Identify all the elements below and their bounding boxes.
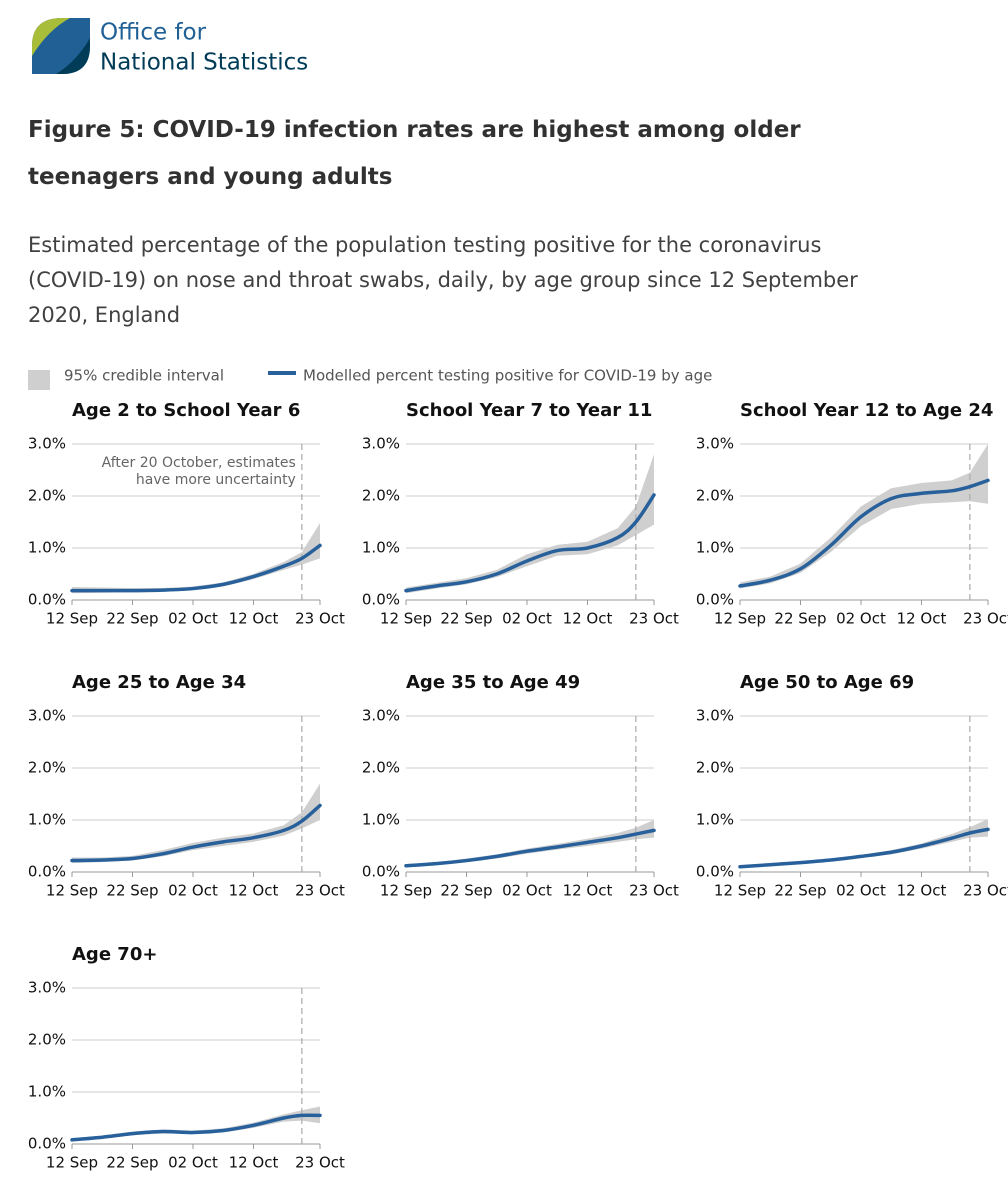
x-tick-label: 12 Sep bbox=[46, 1154, 98, 1172]
legend-label: 95% credible interval bbox=[64, 367, 224, 385]
x-tick-label: 02 Oct bbox=[502, 882, 552, 900]
x-tick-label: 12 Sep bbox=[46, 610, 98, 628]
y-tick-label: 2.0% bbox=[28, 759, 66, 777]
x-tick-label: 23 Oct bbox=[963, 610, 1008, 628]
x-tick-label: 23 Oct bbox=[295, 882, 345, 900]
y-tick-label: 0.0% bbox=[28, 591, 66, 609]
x-tick-label: 23 Oct bbox=[629, 610, 679, 628]
x-tick-label: 12 Oct bbox=[563, 882, 613, 900]
y-tick-label: 3.0% bbox=[696, 435, 734, 453]
chart-title: School Year 12 to Age 24 bbox=[740, 400, 993, 421]
x-tick-label: 12 Sep bbox=[380, 882, 432, 900]
y-tick-label: 0.0% bbox=[28, 1135, 66, 1153]
y-tick-label: 3.0% bbox=[28, 707, 66, 725]
x-tick-label: 23 Oct bbox=[295, 610, 345, 628]
y-tick-label: 2.0% bbox=[362, 487, 400, 505]
modelled-line bbox=[70, 1113, 322, 1142]
y-tick-label: 3.0% bbox=[362, 435, 400, 453]
x-tick-label: 02 Oct bbox=[836, 610, 886, 628]
annotation: have more uncertainty bbox=[136, 472, 296, 488]
x-tick-label: 02 Oct bbox=[502, 610, 552, 628]
x-tick-label: 22 Sep bbox=[440, 882, 492, 900]
y-tick-label: 2.0% bbox=[28, 1031, 66, 1049]
x-tick-label: 12 Sep bbox=[46, 882, 98, 900]
y-tick-label: 0.0% bbox=[28, 863, 66, 881]
legend-swatch bbox=[28, 370, 50, 390]
x-tick-label: 22 Sep bbox=[106, 1154, 158, 1172]
y-tick-label: 0.0% bbox=[696, 591, 734, 609]
chart-title: Age 35 to Age 49 bbox=[406, 672, 580, 693]
y-tick-label: 1.0% bbox=[28, 811, 66, 829]
modelled-line bbox=[738, 827, 990, 869]
credible-interval bbox=[406, 454, 654, 594]
modelled-line bbox=[738, 478, 990, 588]
credible-interval bbox=[406, 820, 654, 867]
x-tick-label: 02 Oct bbox=[168, 610, 218, 628]
annotation: After 20 October, estimates bbox=[102, 455, 296, 471]
x-tick-label: 12 Oct bbox=[229, 882, 279, 900]
y-tick-label: 3.0% bbox=[28, 435, 66, 453]
y-tick-label: 0.0% bbox=[362, 591, 400, 609]
x-tick-label: 23 Oct bbox=[963, 882, 1008, 900]
x-tick-label: 12 Sep bbox=[714, 882, 766, 900]
y-tick-label: 1.0% bbox=[362, 539, 400, 557]
logo-text: Office for bbox=[100, 20, 207, 46]
subtitle: Estimated percentage of the population t… bbox=[28, 233, 858, 327]
x-tick-label: 12 Oct bbox=[897, 882, 947, 900]
x-tick-label: 12 Oct bbox=[897, 610, 947, 628]
credible-interval bbox=[72, 523, 320, 594]
x-tick-label: 12 Sep bbox=[380, 610, 432, 628]
y-tick-label: 3.0% bbox=[362, 707, 400, 725]
x-tick-label: 12 Oct bbox=[229, 610, 279, 628]
y-tick-label: 1.0% bbox=[696, 539, 734, 557]
x-tick-label: 02 Oct bbox=[836, 882, 886, 900]
y-tick-label: 3.0% bbox=[696, 707, 734, 725]
x-tick-label: 22 Sep bbox=[440, 610, 492, 628]
x-tick-label: 22 Sep bbox=[106, 882, 158, 900]
modelled-line bbox=[70, 803, 322, 863]
x-tick-label: 22 Sep bbox=[774, 882, 826, 900]
modelled-line bbox=[404, 493, 656, 593]
modelled-line bbox=[70, 543, 322, 593]
figure-title: teenagers and young adults bbox=[28, 164, 393, 190]
chart-title: Age 25 to Age 34 bbox=[72, 672, 246, 693]
logo-shade bbox=[56, 38, 90, 74]
y-tick-label: 1.0% bbox=[28, 539, 66, 557]
x-tick-label: 23 Oct bbox=[295, 1154, 345, 1172]
x-tick-label: 02 Oct bbox=[168, 1154, 218, 1172]
y-tick-label: 0.0% bbox=[362, 863, 400, 881]
x-tick-label: 12 Sep bbox=[714, 610, 766, 628]
x-tick-label: 02 Oct bbox=[168, 882, 218, 900]
chart-title: School Year 7 to Year 11 bbox=[406, 400, 652, 421]
credible-interval bbox=[740, 818, 988, 868]
y-tick-label: 1.0% bbox=[28, 1083, 66, 1101]
x-tick-label: 12 Oct bbox=[229, 1154, 279, 1172]
modelled-line bbox=[404, 828, 656, 868]
y-tick-label: 2.0% bbox=[28, 487, 66, 505]
chart-title: Age 50 to Age 69 bbox=[740, 672, 914, 693]
chart-title: Age 2 to School Year 6 bbox=[72, 400, 300, 421]
chart-title: Age 70+ bbox=[72, 944, 157, 965]
x-tick-label: 23 Oct bbox=[629, 882, 679, 900]
y-tick-label: 1.0% bbox=[362, 811, 400, 829]
figure-title: Figure 5: COVID-19 infection rates are h… bbox=[28, 117, 801, 143]
y-tick-label: 2.0% bbox=[696, 487, 734, 505]
logo-text: National Statistics bbox=[100, 50, 308, 76]
y-tick-label: 2.0% bbox=[696, 759, 734, 777]
y-tick-label: 3.0% bbox=[28, 979, 66, 997]
legend-label: Modelled percent testing positive for CO… bbox=[303, 367, 712, 385]
y-tick-label: 2.0% bbox=[362, 759, 400, 777]
x-tick-label: 22 Sep bbox=[106, 610, 158, 628]
credible-interval bbox=[72, 783, 320, 864]
x-tick-label: 12 Oct bbox=[563, 610, 613, 628]
logo-accent bbox=[32, 18, 70, 56]
x-tick-label: 22 Sep bbox=[774, 610, 826, 628]
y-tick-label: 0.0% bbox=[696, 863, 734, 881]
y-tick-label: 1.0% bbox=[696, 811, 734, 829]
logo: Office for National Statistics bbox=[32, 18, 308, 76]
